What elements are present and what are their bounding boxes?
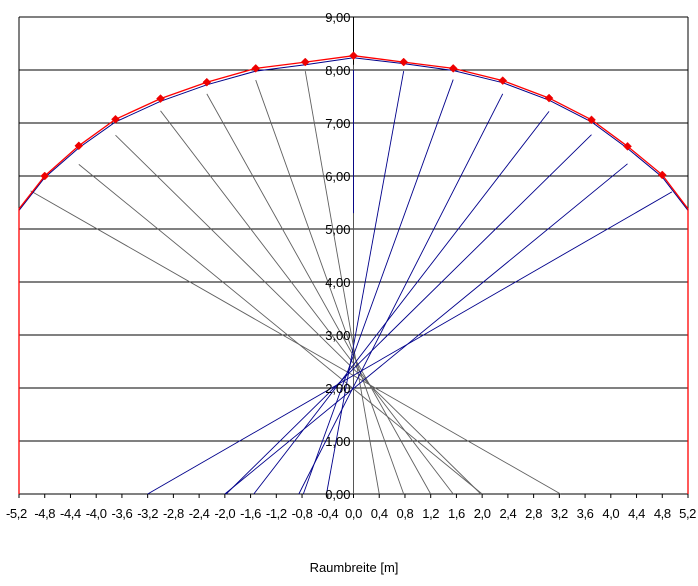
blue-ray-0 <box>147 191 673 495</box>
x-tick-label-0: -5,2 <box>6 506 27 521</box>
diamond-marker-11 <box>544 93 554 103</box>
x-tick-label-16: 1,2 <box>422 506 439 521</box>
y-tick-label-8: 8,00 <box>325 63 350 78</box>
diamond-marker-9 <box>448 64 458 73</box>
gray-ray-0 <box>30 190 561 495</box>
diamond-marker-2 <box>111 114 120 124</box>
diamond-marker-4 <box>202 77 212 87</box>
x-tick-label-20: 2,8 <box>525 506 542 521</box>
blue-ray-5 <box>302 79 454 495</box>
blue-ray-2 <box>225 134 592 495</box>
y-tick-label-5: 5,00 <box>325 222 350 237</box>
diamond-marker-3 <box>156 94 165 103</box>
x-tick-label-14: 0,4 <box>371 506 388 521</box>
gray-ray-6 <box>304 70 380 495</box>
diamond-marker-14 <box>657 170 667 180</box>
x-tick-label-5: -3,2 <box>137 506 158 521</box>
y-tick-label-3: 3,00 <box>325 328 350 343</box>
x-tick-label-23: 4,0 <box>602 506 619 521</box>
blue-ray-6 <box>326 70 405 495</box>
y-tick-label-9: 9,00 <box>325 10 350 25</box>
diamond-marker-13 <box>623 141 632 151</box>
x-tick-label-8: -2,0 <box>214 506 235 521</box>
gray-ray-5 <box>255 79 405 495</box>
x-tick-label-25: 4,8 <box>654 506 671 521</box>
x-tick-labels: -5,2 -4,8 -4,4 -4,0 -3,6 -3,2 -2,8 -2,4 -2,0 -1,6… <box>6 506 697 521</box>
y-tick-labels: 0,00 1,00 2,00 3,00 4,00 5,00 6,00 7,00 8,00 9,00 <box>325 10 350 502</box>
y-tick-label-2: 2,00 <box>325 381 350 396</box>
x-tick-label-7: -2,4 <box>189 506 210 521</box>
gray-ray-4 <box>206 93 432 495</box>
gray-ray-3 <box>160 110 454 495</box>
blue-rays <box>147 70 673 495</box>
x-tick-label-1: -4,8 <box>34 506 55 521</box>
x-tick-label-4: -3,6 <box>112 506 133 521</box>
x-tick-label-13: 0,0 <box>345 506 362 521</box>
x-tick-label-26: 5,2 <box>679 506 696 521</box>
x-tick-label-15: 0,8 <box>397 506 414 521</box>
x-tick-label-2: -4,4 <box>60 506 81 521</box>
x-tick-label-21: 3,2 <box>551 506 568 521</box>
diamond-marker-7 <box>349 51 358 61</box>
blue-ray-3 <box>253 111 550 495</box>
blue-ray-1 <box>224 163 628 495</box>
x-tick-label-22: 3,6 <box>577 506 594 521</box>
y-tick-label-0: 0,00 <box>325 487 350 502</box>
x-tick-label-18: 2,0 <box>474 506 491 521</box>
gray-rays <box>30 64 561 495</box>
y-tick-label-4: 4,00 <box>325 275 350 290</box>
diamond-marker-0 <box>40 171 50 181</box>
x-tick-label-12: -0,4 <box>317 506 338 521</box>
x-tick-label-19: 2,4 <box>499 506 516 521</box>
y-tick-label-7: 7,00 <box>325 116 350 131</box>
diamond-marker-8 <box>399 57 409 67</box>
x-axis-title: Raumbreite [m] <box>310 560 399 575</box>
gray-ray-2 <box>115 134 482 495</box>
diamond-marker-5 <box>251 64 261 73</box>
diamond-marker-1 <box>74 141 84 151</box>
diamond-marker-10 <box>498 76 508 85</box>
x-tick-label-6: -2,8 <box>163 506 184 521</box>
y-tick-label-1: 1,00 <box>325 434 350 449</box>
x-tick-label-3: -4,0 <box>86 506 107 521</box>
x-tick-label-9: -1,6 <box>240 506 261 521</box>
x-tick-label-10: -1,2 <box>266 506 287 521</box>
blue-ray-4 <box>298 93 504 495</box>
gray-ray-1 <box>78 163 483 495</box>
diamond-markers <box>40 51 667 181</box>
diamond-marker-12 <box>587 115 596 125</box>
x-tick-label-11: -0,8 <box>292 506 313 521</box>
x-tick-label-17: 1,6 <box>448 506 465 521</box>
x-tick-label-24: 4,4 <box>628 506 645 521</box>
y-tick-label-6: 6,00 <box>325 169 350 184</box>
diamond-marker-6 <box>300 57 310 67</box>
